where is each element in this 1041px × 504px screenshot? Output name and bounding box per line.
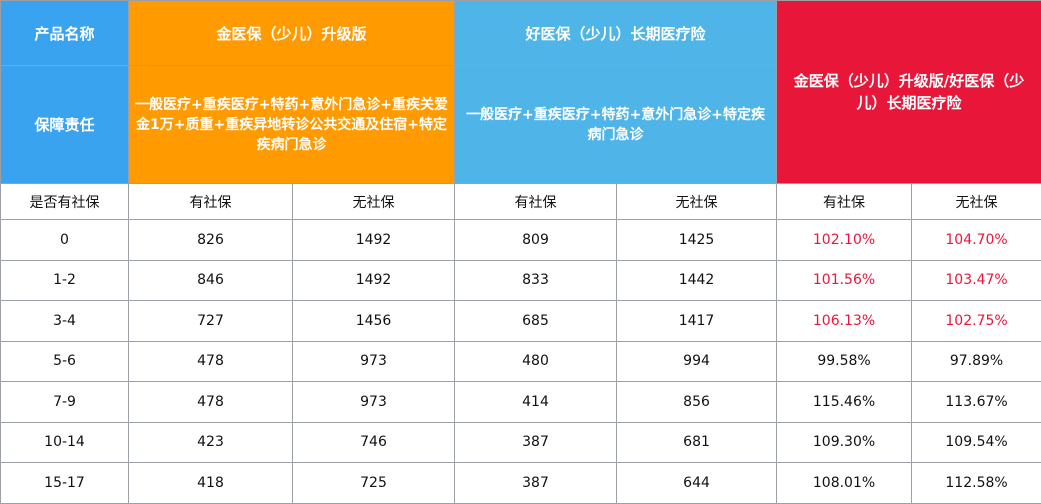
- cell-a-with: 478: [129, 382, 293, 423]
- coverage-a: 一般医疗+重疾医疗+特药+意外门急诊+重疾关爱金1万+质重+重疾异地转诊公共交通…: [129, 66, 455, 184]
- cell-b-without: 644: [617, 463, 777, 504]
- cell-a-without: 973: [293, 382, 455, 423]
- cell-b-with: 685: [455, 301, 617, 342]
- cell-b-with: 833: [455, 260, 617, 301]
- cell-r-without: 102.75%: [912, 301, 1041, 342]
- cell-r-with: 108.01%: [777, 463, 912, 504]
- coverage-label: 保障责任: [1, 66, 129, 184]
- ratio-with-header: 有社保: [777, 184, 912, 220]
- cell-r-without: 104.70%: [912, 220, 1041, 261]
- cell-b-with: 414: [455, 382, 617, 423]
- cell-age: 3-4: [1, 301, 129, 342]
- b-with-header: 有社保: [455, 184, 617, 220]
- product-b-name: 好医保（少儿）长期医疗险: [455, 1, 777, 66]
- coverage-b: 一般医疗+重疾医疗+特药+意外门急诊+特定疾病门急诊: [455, 66, 777, 184]
- cell-age: 7-9: [1, 382, 129, 423]
- cell-a-with: 846: [129, 260, 293, 301]
- cell-a-with: 418: [129, 463, 293, 504]
- social-insurance-label: 是否有社保: [1, 184, 129, 220]
- cell-r-with: 99.58%: [777, 341, 912, 382]
- cell-age: 0: [1, 220, 129, 261]
- cell-r-without: 113.67%: [912, 382, 1041, 423]
- cell-a-with: 478: [129, 341, 293, 382]
- product-name-row: 产品名称 金医保（少儿）升级版 好医保（少儿）长期医疗险 金医保（少儿）升级版/…: [1, 1, 1041, 66]
- cell-r-without: 112.58%: [912, 463, 1041, 504]
- cell-r-with: 106.13%: [777, 301, 912, 342]
- cell-r-with: 115.46%: [777, 382, 912, 423]
- product-name-label: 产品名称: [1, 1, 129, 66]
- a-without-header: 无社保: [293, 184, 455, 220]
- product-a-name: 金医保（少儿）升级版: [129, 1, 455, 66]
- cell-a-without: 1492: [293, 260, 455, 301]
- cell-a-with: 727: [129, 301, 293, 342]
- ratio-without-header: 无社保: [912, 184, 1041, 220]
- cell-r-with: 102.10%: [777, 220, 912, 261]
- compare-title: 金医保（少儿）升级版/好医保（少儿）长期医疗险: [777, 1, 1041, 184]
- cell-b-without: 856: [617, 382, 777, 423]
- cell-r-with: 109.30%: [777, 422, 912, 463]
- cell-a-with: 826: [129, 220, 293, 261]
- cell-a-without: 1492: [293, 220, 455, 261]
- cell-a-without: 746: [293, 422, 455, 463]
- cell-b-with: 387: [455, 422, 617, 463]
- cell-r-without: 109.54%: [912, 422, 1041, 463]
- cell-b-without: 1425: [617, 220, 777, 261]
- cell-age: 15-17: [1, 463, 129, 504]
- cell-a-without: 725: [293, 463, 455, 504]
- cell-b-without: 994: [617, 341, 777, 382]
- cell-b-without: 681: [617, 422, 777, 463]
- cell-b-with: 480: [455, 341, 617, 382]
- cell-age: 5-6: [1, 341, 129, 382]
- cell-b-without: 1442: [617, 260, 777, 301]
- b-without-header: 无社保: [617, 184, 777, 220]
- cell-b-with: 387: [455, 463, 617, 504]
- cell-b-without: 1417: [617, 301, 777, 342]
- cell-b-with: 809: [455, 220, 617, 261]
- cell-r-with: 101.56%: [777, 260, 912, 301]
- cell-age: 1-2: [1, 260, 129, 301]
- cell-r-without: 97.89%: [912, 341, 1041, 382]
- social-insurance-header-row: 是否有社保 有社保 无社保 有社保 无社保 有社保 无社保: [1, 184, 1041, 220]
- cell-age: 10-14: [1, 422, 129, 463]
- cell-a-without: 1456: [293, 301, 455, 342]
- cell-a-without: 973: [293, 341, 455, 382]
- cell-r-without: 103.47%: [912, 260, 1041, 301]
- a-with-header: 有社保: [129, 184, 293, 220]
- cell-a-with: 423: [129, 422, 293, 463]
